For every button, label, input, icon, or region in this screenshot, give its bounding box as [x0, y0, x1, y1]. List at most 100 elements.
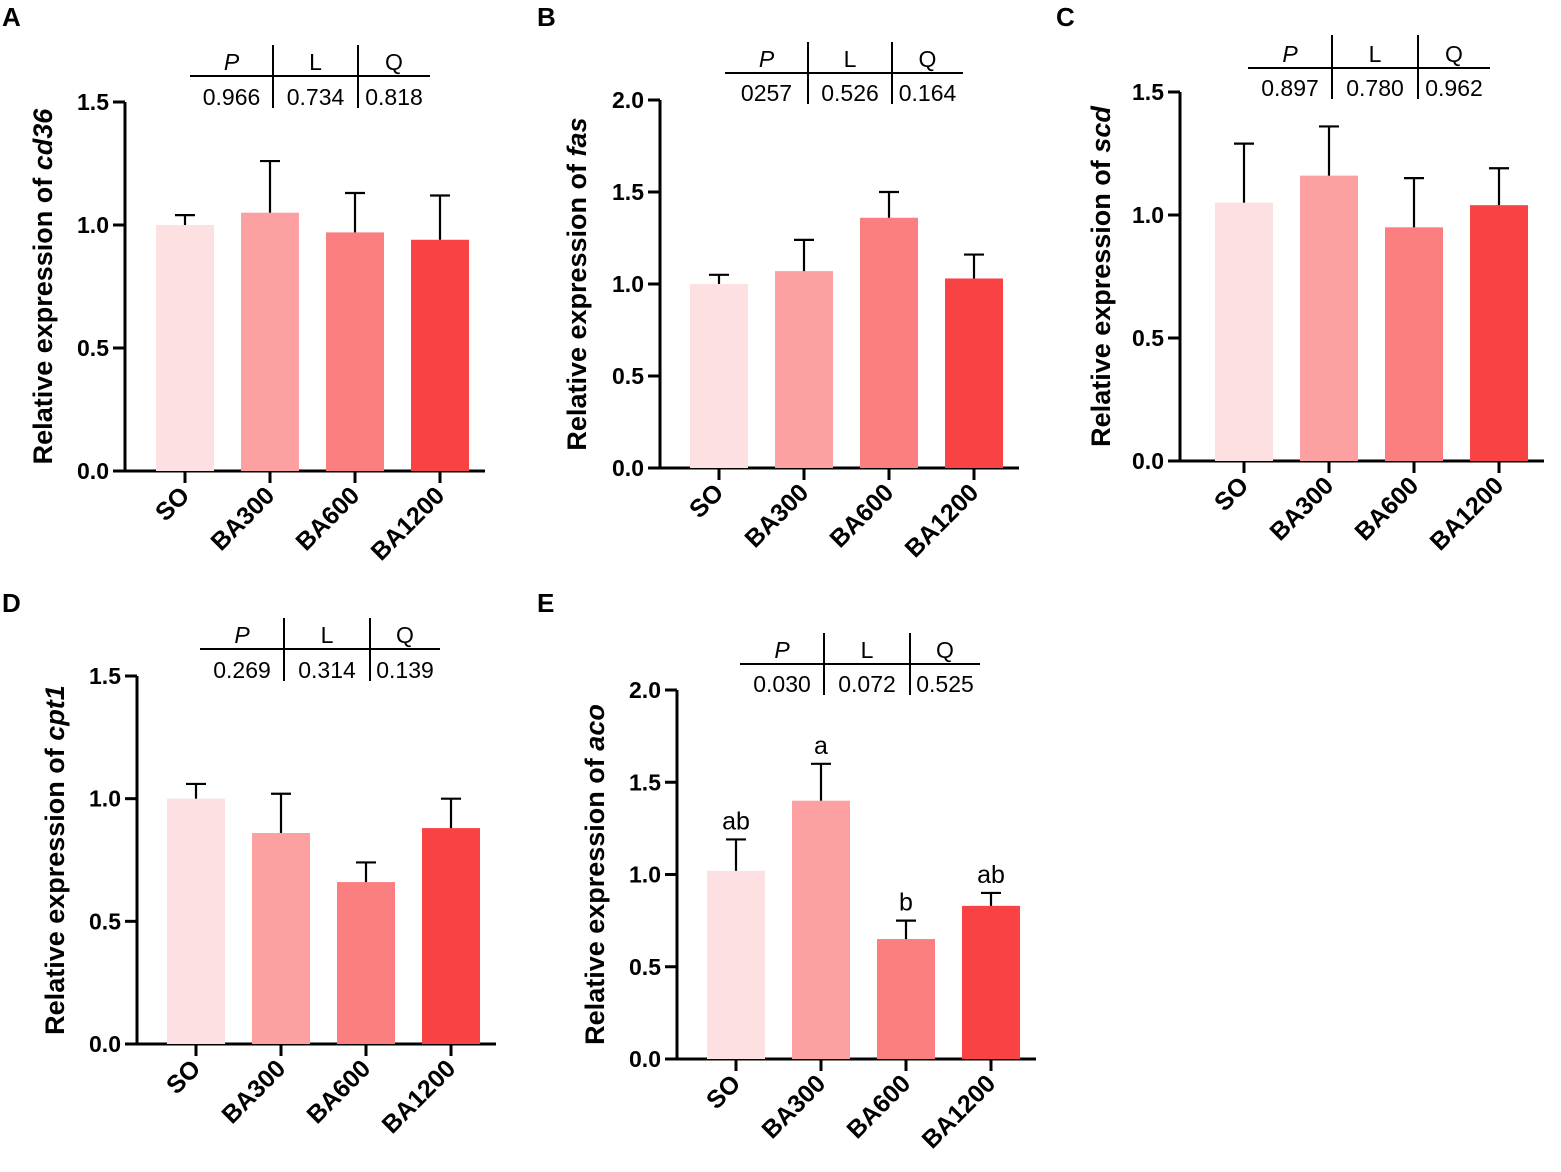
stats-value: 0.966: [203, 84, 261, 110]
stats-table: P L Q 0.897 0.780 0.962: [1248, 35, 1490, 101]
stats-value: 0.818: [365, 84, 423, 110]
x-tick-label: BA600: [301, 1054, 376, 1129]
x-tick-label: SO: [701, 1069, 746, 1114]
y-axis-title-gene: aco: [580, 704, 610, 751]
y-axis-title: Relative expression of scd: [1086, 106, 1116, 447]
stats-header: Q: [919, 46, 937, 72]
stats-header: P: [234, 622, 250, 648]
bar-ba600: [860, 217, 918, 468]
y-axis-title: Relative expression of fas: [562, 117, 592, 450]
stats-table: P L Q 0.269 0.314 0.139: [200, 618, 440, 683]
bar-ba1200: [422, 828, 480, 1044]
significance-label: a: [814, 732, 828, 760]
y-tick-label: 0.0: [89, 1031, 121, 1057]
y-tick-label: 2.0: [629, 677, 661, 703]
bar-so: [167, 798, 225, 1044]
stats-header: Q: [385, 49, 403, 75]
stats-header: Q: [1445, 41, 1463, 67]
y-tick-label: 1.5: [1132, 79, 1164, 105]
y-tick-label: 1.0: [77, 212, 109, 238]
stats-header: P: [224, 49, 240, 75]
panel-letter: A: [2, 2, 21, 32]
y-tick-label: 0.0: [629, 1046, 661, 1072]
stats-value: 0257: [741, 80, 792, 106]
bar-ba1200: [962, 905, 1020, 1059]
y-tick-label: 0.0: [612, 455, 644, 481]
y-tick-label: 1.5: [612, 179, 644, 205]
y-tick-label: 1.5: [629, 769, 661, 795]
chart-panel-d: D 0.0 0.5 1.0 1.5 Relative expression of cpt1…: [2, 588, 496, 1139]
stats-value: 0.897: [1261, 75, 1319, 101]
chart-panel-b: B 0.0 0.5 1.0 1.5 2.0 Relative expression of f…: [537, 2, 1019, 563]
bar-ba300: [252, 833, 310, 1044]
significance-label: ab: [722, 807, 750, 835]
bar-ba1200: [945, 278, 1003, 468]
y-axis-title-gene: fas: [562, 117, 592, 156]
y-tick-label: 1.0: [1132, 202, 1164, 228]
x-tick-label: SO: [684, 478, 729, 523]
stats-header: L: [309, 49, 322, 75]
x-tick-label: SO: [161, 1054, 206, 1099]
stats-header: L: [861, 637, 874, 663]
bar-ba600: [1385, 227, 1443, 461]
y-axis-title: Relative expression of aco: [580, 704, 610, 1045]
x-tick-label: BA600: [841, 1069, 916, 1144]
stats-header: P: [759, 46, 775, 72]
x-tick-label: BA300: [216, 1054, 291, 1129]
stats-table: P L Q 0.966 0.734 0.818: [190, 45, 430, 110]
panel-letter: B: [537, 2, 556, 32]
bar-ba600: [877, 939, 935, 1059]
stats-value: 0.780: [1346, 75, 1404, 101]
stats-value: 0.030: [753, 671, 811, 697]
bar-ba300: [775, 271, 833, 468]
x-tick-label: BA300: [205, 481, 280, 556]
x-tick-label: BA300: [739, 478, 814, 553]
y-axis-title-prefix: Relative expression of: [580, 751, 610, 1045]
x-tick-label: BA1200: [917, 1069, 1002, 1154]
chart-panel-c: C 0.0 0.5 1.0 1.5 Relative expression of scd S…: [1056, 2, 1544, 556]
bar-so: [1215, 202, 1273, 461]
stats-header: P: [774, 637, 790, 663]
x-tick-label: SO: [150, 481, 195, 526]
y-axis-title-gene: scd: [1086, 106, 1116, 153]
x-tick-label: BA1200: [1425, 471, 1510, 556]
chart-panel-a: A 0.0 0.5 1.0 1.5 Relative expression of cd36…: [2, 2, 485, 566]
y-tick-label: 0.0: [77, 458, 109, 484]
y-axis-title-prefix: Relative expression of: [40, 741, 70, 1035]
y-axis-title-prefix: Relative expression of: [562, 156, 592, 450]
stats-header: L: [844, 46, 857, 72]
stats-value: 0.269: [213, 657, 271, 683]
x-tick-label: SO: [1209, 471, 1254, 516]
y-axis-title: Relative expression of cd36: [28, 108, 58, 465]
y-tick-label: 0.0: [1132, 448, 1164, 474]
y-axis-title-prefix: Relative expression of: [28, 170, 58, 464]
x-tick-label: BA300: [1264, 471, 1339, 546]
significance-label: b: [899, 889, 913, 917]
y-tick-label: 0.5: [77, 335, 109, 361]
y-axis-title-gene: cd36: [28, 108, 58, 171]
stats-value: 0.962: [1425, 75, 1483, 101]
y-tick-label: 1.5: [77, 89, 109, 115]
y-tick-label: 0.5: [89, 908, 121, 934]
stats-value: 0.072: [838, 671, 896, 697]
x-tick-label: BA600: [1349, 471, 1424, 546]
x-tick-label: BA300: [756, 1069, 831, 1144]
bar-ba300: [1300, 175, 1358, 461]
x-tick-label: BA600: [290, 481, 365, 556]
y-axis-title-prefix: Relative expression of: [1086, 153, 1116, 447]
stats-value: 0.314: [298, 657, 356, 683]
bar-ba600: [337, 882, 395, 1044]
chart-panel-e: E 0.0 0.5 1.0 1.5 2.0 Relative expression of a…: [537, 588, 1036, 1154]
stats-value: 0.525: [916, 671, 974, 697]
y-tick-label: 2.0: [612, 87, 644, 113]
stats-value: 0.734: [287, 84, 345, 110]
stats-header: L: [321, 622, 334, 648]
stats-value: 0.139: [376, 657, 434, 683]
bar-so: [690, 284, 748, 468]
significance-label: ab: [977, 861, 1005, 889]
stats-value: 0.164: [899, 80, 957, 106]
stats-header: Q: [936, 637, 954, 663]
y-tick-label: 0.5: [612, 363, 644, 389]
stats-header: P: [1282, 41, 1298, 67]
